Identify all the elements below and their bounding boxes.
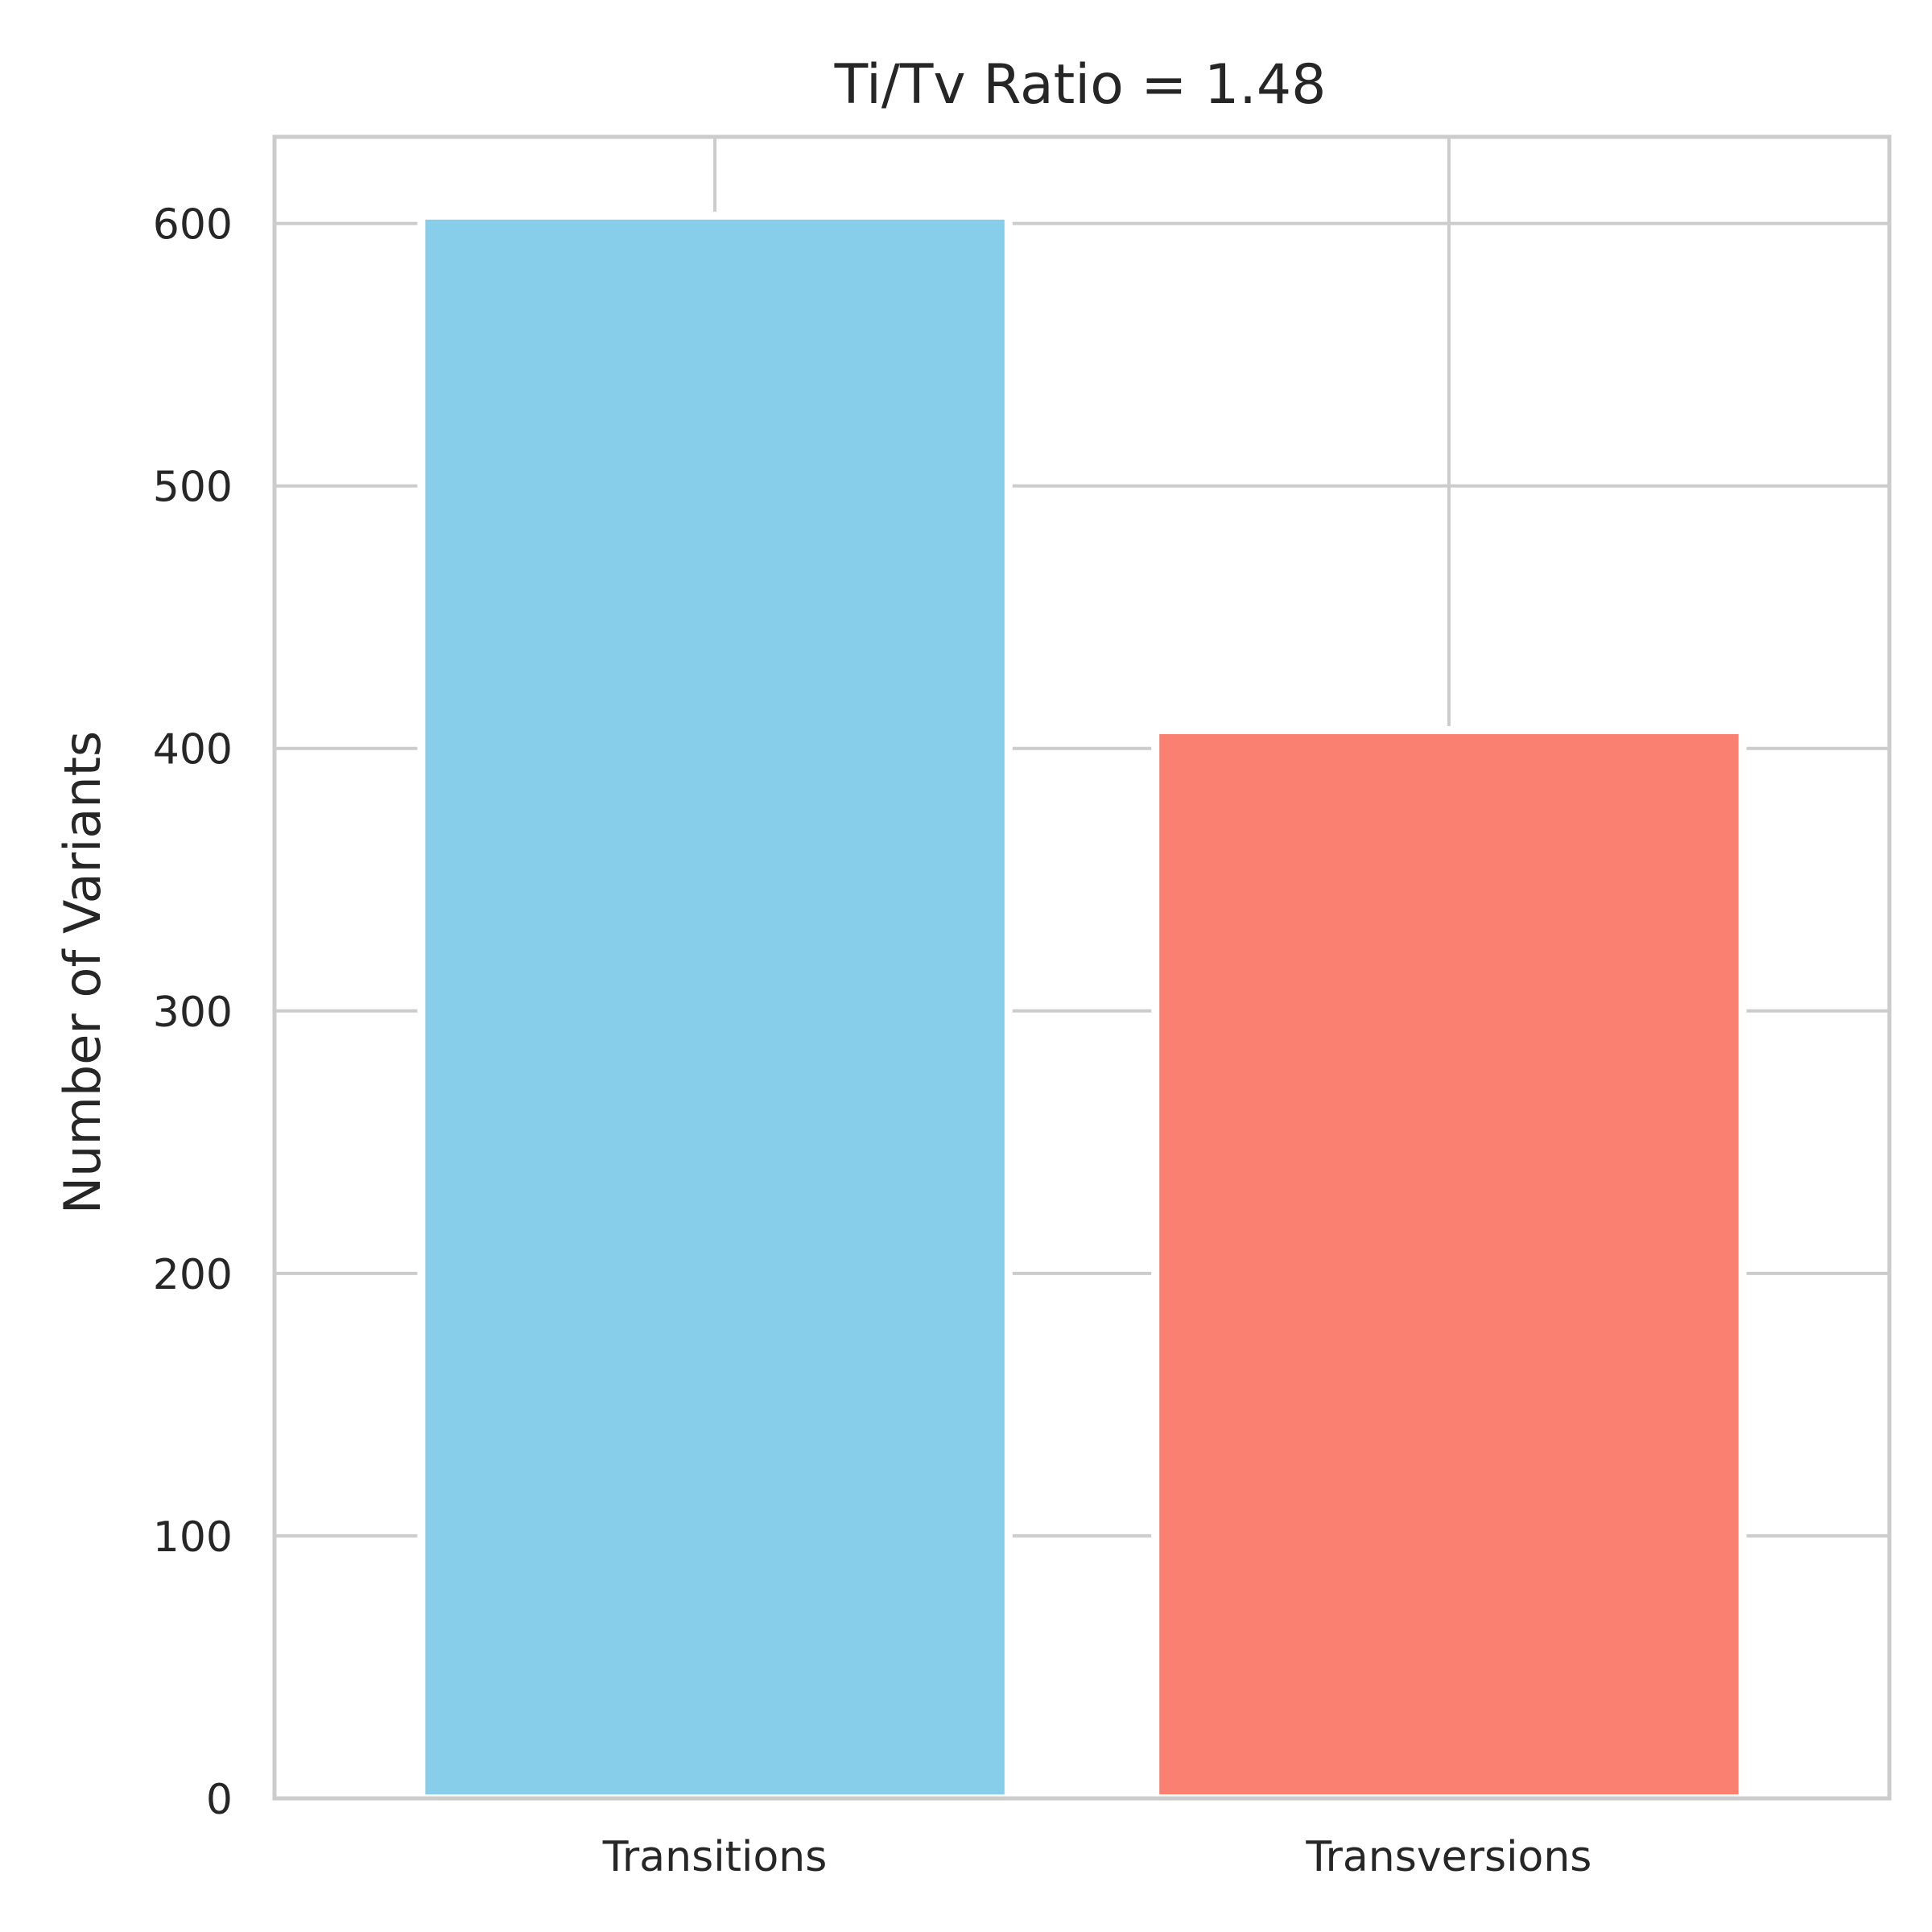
y-tick-label: 300 bbox=[153, 989, 233, 1037]
y-tick-label: 200 bbox=[153, 1251, 233, 1299]
bar-transitions bbox=[417, 211, 1013, 1802]
bars bbox=[417, 211, 1747, 1803]
x-tick-label: Transitions bbox=[602, 1833, 828, 1881]
y-axis-label: Number of Variants bbox=[53, 731, 112, 1214]
chart-title: Ti/Tv Ratio = 1.48 bbox=[834, 53, 1327, 117]
bar-transversions bbox=[1151, 725, 1747, 1803]
x-tick-label: Transversions bbox=[1305, 1833, 1591, 1881]
axes: 0 100 200 300 400 500 600 Transitions Transversi… bbox=[153, 134, 1892, 1881]
y-tick-label: 400 bbox=[153, 726, 233, 774]
y-tick-label: 100 bbox=[153, 1513, 233, 1562]
y-tick-label: 600 bbox=[153, 201, 233, 250]
plot-frame bbox=[272, 134, 1892, 1801]
y-tick-label: 0 bbox=[206, 1776, 233, 1824]
y-tick-label: 500 bbox=[153, 464, 233, 512]
